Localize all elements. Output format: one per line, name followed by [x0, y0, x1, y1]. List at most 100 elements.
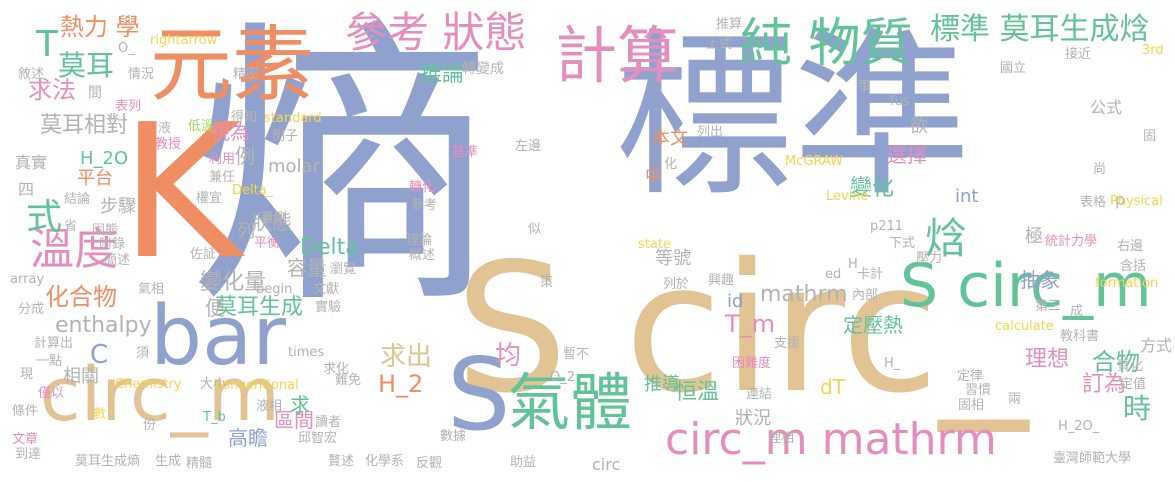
word-h-2: H_2	[378, 370, 424, 398]
word-cjk: 公式	[1090, 98, 1123, 117]
word-cjk: 接近	[1065, 47, 1092, 62]
word-cjk: 求出	[380, 342, 433, 372]
word-bar: bar	[150, 289, 287, 384]
word-p: p	[1115, 190, 1126, 209]
word-cjk: 參考 狀態	[345, 8, 527, 57]
word-cjk: 表列	[115, 99, 142, 114]
word-mathrm: mathrm	[760, 282, 848, 307]
word-cjk: 瀏覽	[330, 262, 357, 277]
word-cjk: 敘述	[18, 67, 45, 82]
word-int: int	[955, 186, 979, 207]
word-cjk: 量測	[261, 211, 288, 226]
word-cjk: 合物	[1092, 348, 1140, 376]
word-cjk: 左邊	[515, 139, 542, 154]
word-cjk: 成	[1070, 304, 1084, 319]
word-cjk: 僅以	[38, 386, 65, 401]
word-delta: Delta_	[232, 183, 274, 198]
word-cjk: 推算	[716, 17, 743, 32]
word-molar: molar	[268, 156, 320, 177]
word-cjk: 容量	[287, 256, 327, 280]
word-cjk: 連結	[746, 387, 773, 402]
word-id: id	[727, 291, 744, 312]
word-cjk: 條件	[12, 404, 39, 419]
word-cjk: 固態	[92, 223, 119, 238]
word-times: times	[288, 345, 325, 360]
word-o-2: O_2	[550, 370, 576, 385]
word-cjk: 利用	[209, 152, 236, 167]
word-levine: Levine	[826, 189, 869, 204]
word-c: C	[90, 340, 109, 370]
word-cjk: 求	[290, 393, 310, 417]
word-cjk: 興趣	[708, 273, 735, 288]
word-cjk: 列	[237, 221, 255, 242]
word-circ-m: circ_m	[40, 352, 280, 438]
word-cjk: 教科書	[1060, 329, 1100, 344]
word-cjk: 困難度	[732, 356, 772, 371]
word-mcgraw: McGRAW	[785, 154, 843, 169]
word-cjk: 轉化	[409, 180, 436, 195]
word-s-circ-m: S circ_m	[900, 251, 1152, 321]
word-dt: dT	[820, 375, 845, 399]
word-cjk: 化	[664, 157, 678, 172]
word-cjk: 氣相	[138, 282, 165, 297]
word-cjk: 時	[1123, 392, 1152, 425]
word-cjk: 氣體	[508, 366, 633, 439]
word-cjk: 事	[858, 79, 872, 94]
word-cjk: 統計力學	[1045, 234, 1098, 249]
word-cjk: 高瞻	[228, 426, 268, 450]
word-cjk: 下式	[889, 236, 916, 251]
word-cjk: 兼任	[209, 170, 236, 185]
word-cjk: 壓力	[916, 251, 943, 266]
word-cjk: 推導	[644, 374, 680, 395]
word-h: H	[848, 257, 858, 272]
word-cjk: 莫耳相對	[40, 113, 129, 138]
word-calculate: calculate	[995, 319, 1054, 334]
word-cjk: 難免	[335, 373, 362, 388]
word-cjk: 列出	[697, 125, 724, 140]
word-t-b: T_b	[203, 410, 226, 425]
word-cjk: 選擇	[887, 143, 927, 167]
word-cjk: 恒溫	[675, 380, 720, 405]
word-t-m: T_m	[725, 310, 776, 338]
word-cjk: 焓	[925, 214, 968, 263]
word-cjk: 尚	[1093, 162, 1107, 177]
word-cjk: 計算出	[34, 336, 74, 351]
word-cjk: 文獻	[313, 282, 340, 297]
word-t: T	[36, 24, 58, 65]
word-fus: fus	[890, 94, 910, 109]
word-cjk: 省	[64, 219, 78, 234]
word-cjk: 理相	[768, 431, 795, 446]
word-cjk: 結論	[64, 192, 91, 207]
word-cjk: 真實	[15, 153, 48, 172]
word-cjk: 固	[1143, 129, 1157, 144]
word-cjk: 視為	[210, 120, 250, 144]
word-cjk: 狀態	[252, 210, 292, 234]
word-cjk: 份	[143, 418, 157, 433]
word-cjk: 變化	[850, 176, 895, 201]
word-cjk: 表格	[1080, 195, 1107, 210]
word-3rd: 3rd	[1142, 43, 1164, 58]
word-cjk: 參考	[411, 198, 438, 213]
word-cjk: 中	[645, 166, 663, 187]
word-cjk: 固相	[958, 398, 985, 413]
word-cjk: 式	[26, 197, 63, 238]
word-cjk: 到達	[15, 447, 42, 462]
word-cjk: 似	[528, 222, 542, 237]
word-cjk: 元素	[150, 18, 315, 113]
word-cjk: 邱智宏	[298, 431, 338, 446]
word-delta: Delta	[300, 235, 359, 260]
word-cjk: 例子	[272, 129, 299, 144]
word-cjk: 生成	[155, 454, 182, 469]
word-cjk: 含括	[1120, 259, 1147, 274]
word-enthalpy: enthalpy	[55, 313, 152, 338]
word-circ-m-mathrm: circ_m mathrm	[665, 414, 997, 465]
word-cjk: 本文	[652, 128, 688, 149]
word-h-2o: H_2O	[80, 148, 129, 169]
word-cjk: 卡計	[857, 267, 884, 282]
word-cjk: 贅述	[328, 454, 355, 469]
word-cjk: 純 物質	[740, 14, 913, 74]
word-standard: standard	[264, 111, 322, 126]
word-cjk: 便	[205, 296, 225, 320]
word-cjk: 定律	[957, 369, 984, 384]
word-cjk: 得知	[231, 110, 258, 125]
